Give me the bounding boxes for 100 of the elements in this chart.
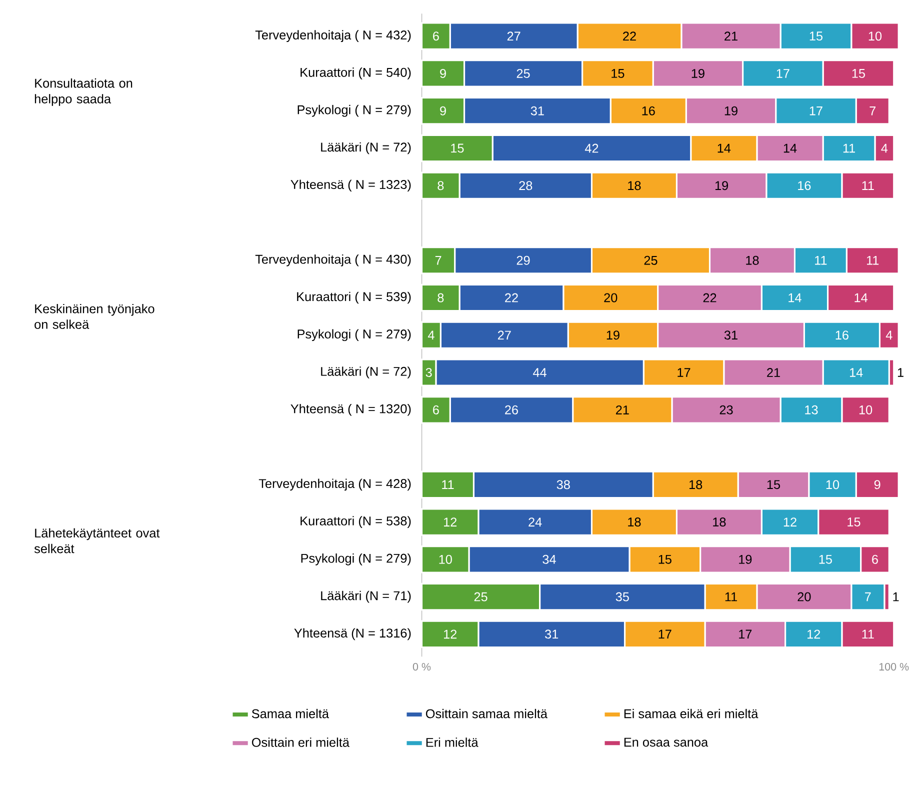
data-label: 10 [439,555,452,564]
data-label: 19 [692,69,704,78]
data-label: 17 [810,106,822,116]
data-label: 16 [798,181,811,190]
data-label: 20 [604,293,618,302]
data-label: 22 [623,32,636,41]
y-tick-label: Psykologi ( N = 279) [298,105,411,118]
data-label: 19 [739,555,752,564]
data-label: 8 [438,293,444,302]
data-label: 19 [724,106,738,116]
data-label: 25 [644,256,658,266]
data-label: 11 [815,256,827,265]
data-label: 7 [870,106,876,116]
data-label: 9 [440,106,446,116]
data-label: 15 [658,555,672,564]
data-label: 23 [720,406,733,415]
x-tick-label: 100 % [879,663,909,671]
data-label: 21 [767,368,780,378]
data-label: 16 [642,106,655,116]
y-tick-label: Psykologi ( N = 279) [298,329,411,342]
data-label: 35 [616,592,629,602]
data-label: 1 [898,368,904,378]
x-tick-label: 0 % [412,663,431,671]
data-label: 26 [505,406,518,415]
data-label: 15 [612,69,624,78]
data-label: 15 [852,69,865,78]
data-label: 12 [808,630,820,639]
legend-label: Osittain samaa mieltä [426,709,548,718]
data-label: 27 [498,330,511,340]
data-label: 38 [556,480,570,490]
data-label: 14 [784,144,797,153]
data-label: 15 [810,32,822,41]
data-label: 18 [713,518,726,527]
data-label: 19 [606,330,620,340]
y-tick-label: Yhteensä ( N = 1323) [290,180,411,192]
data-label: 25 [474,592,488,602]
data-label: 4 [886,331,892,340]
data-label: 31 [724,330,738,340]
y-tick-label: Yhteensä (N = 1316) [294,628,411,640]
data-label: 10 [859,406,872,415]
data-label: 11 [866,256,879,265]
data-label: 15 [848,518,860,527]
data-label: 21 [616,406,629,415]
data-label: 31 [545,630,558,639]
text: Keskinäinen työnjako on selkeä [34,304,154,330]
data-label: 17 [776,69,790,78]
data-label: 1 [893,592,899,602]
data-label: 15 [819,555,832,564]
data-label: 10 [826,480,840,490]
data-label: 22 [703,294,716,302]
y-tick-label: Yhteensä ( N = 1320) [290,404,411,416]
data-label: 15 [767,480,780,490]
data-label: 14 [854,294,868,302]
data-label: 14 [788,294,802,302]
text: Lähetekäytänteet ovat selkeät [34,528,160,554]
data-label: 44 [533,368,546,378]
y-tick-label: Terveydenhoitaja ( N = 430) [255,254,411,267]
data-label: 4 [428,331,434,340]
data-label: 7 [435,256,442,265]
data-label: 11 [442,480,454,490]
data-label: 17 [678,368,690,378]
data-label: 25 [516,69,530,78]
data-label: 8 [438,181,444,190]
y-tick-label: Lääkäri (N = 72) [321,142,411,154]
data-label: 15 [451,144,464,153]
data-label: 28 [519,181,532,190]
data-label: 22 [505,294,518,302]
data-label: 14 [718,144,731,153]
data-label: 7 [865,592,871,602]
data-label: 29 [516,256,530,266]
y-tick-label: Lääkäri (N = 72) [321,366,411,379]
data-label: 19 [715,181,728,190]
legend-label: Eri mieltä [426,738,478,748]
data-label: 18 [689,480,702,490]
data-label: 27 [507,32,520,41]
data-label: 24 [528,518,542,527]
y-tick-label: Psykologi (N = 279) [301,554,411,566]
text: Konsultaatiota on helppo saada [34,78,132,106]
y-tick-label: Terveydenhoitaja (N = 428) [258,478,411,491]
data-label: 6 [433,32,439,41]
data-label: 17 [658,630,672,639]
data-label: 11 [843,144,855,153]
data-label: 18 [628,518,641,527]
legend-label: Ei samaa eikä eri mieltä [624,709,758,718]
data-label: 34 [542,555,556,564]
y-tick-label: Kuraattori ( N = 539) [297,292,411,304]
data-label: 12 [444,518,457,527]
data-label: 31 [530,106,544,116]
data-label: 18 [628,181,641,190]
data-label: 6 [872,555,878,564]
data-label: 18 [746,256,759,266]
data-label: 16 [836,330,848,340]
legend-label: En osaa sanoa [624,738,708,747]
data-label: 3 [426,368,432,378]
data-label: 42 [584,144,598,153]
data-label: 9 [874,480,880,490]
data-label: 20 [798,592,811,602]
data-label: 17 [739,630,752,639]
y-tick-label: Kuraattori (N = 538) [300,516,411,528]
data-label: 9 [440,69,446,78]
